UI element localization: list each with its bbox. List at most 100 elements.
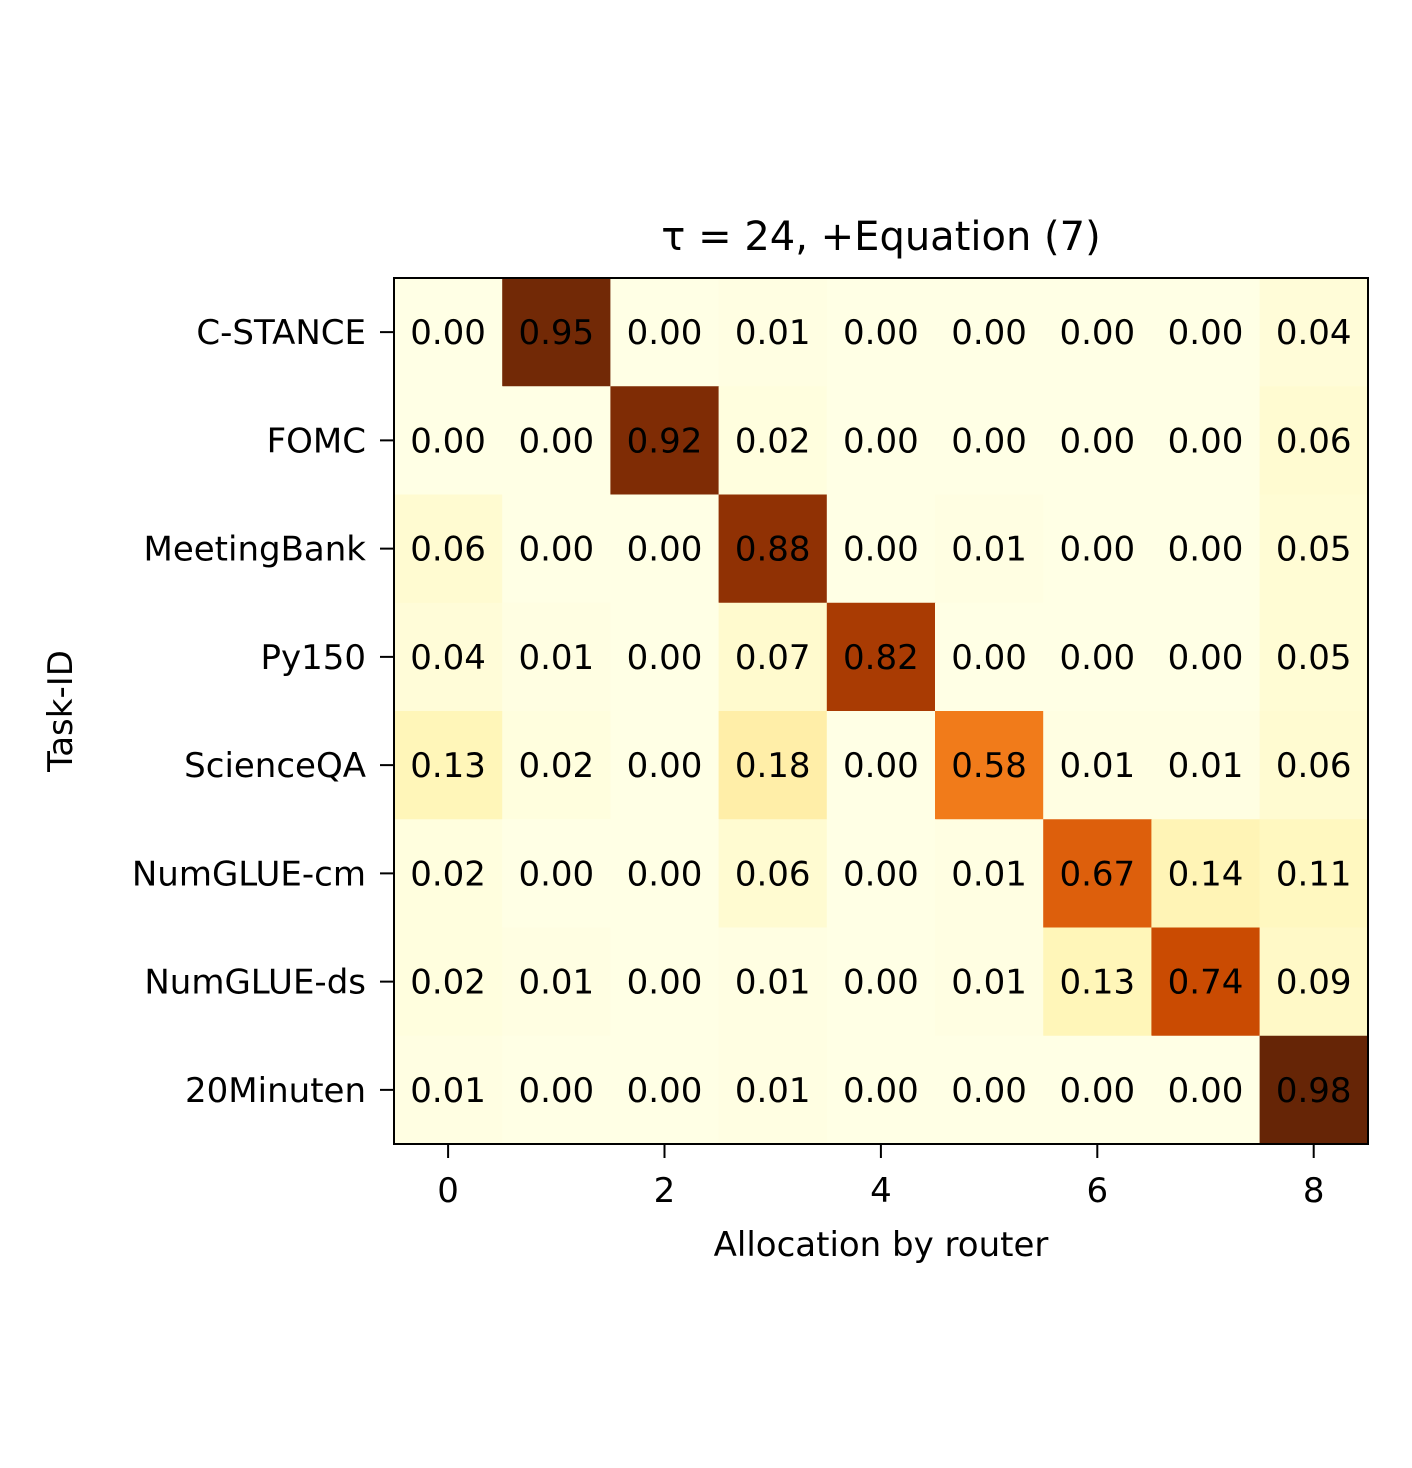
cell-value-label: 0.00: [518, 854, 594, 894]
heatmap-cell: [502, 711, 611, 820]
cell-value-label: 0.92: [627, 421, 703, 461]
cell-value-label: 0.02: [410, 854, 486, 894]
cell-value-label: 0.00: [951, 638, 1027, 678]
cell-value-label: 0.00: [627, 313, 703, 353]
heatmap-cell: [1043, 386, 1152, 496]
heatmap-cell: [826, 927, 936, 1037]
cell-value-label: 0.01: [518, 963, 594, 1003]
cell-value-label: 0.13: [410, 746, 486, 786]
cell-value-label: 0.01: [735, 313, 811, 353]
heatmap-cell: [502, 819, 611, 929]
heatmap-cell: [1259, 602, 1369, 712]
cell-value-label: 0.00: [627, 854, 703, 894]
heatmap-cell: [1259, 927, 1369, 1037]
cell-value-label: 0.14: [1168, 854, 1244, 894]
cell-value-label: 0.00: [1168, 421, 1244, 461]
cell-value-label: 0.00: [843, 313, 919, 353]
x-axis-ticks: 0 2 4 6 8: [437, 1144, 1325, 1211]
cell-value-label: 0.04: [1276, 313, 1352, 353]
cell-value-label: 0.00: [843, 1071, 919, 1111]
cell-value-label: 0.01: [410, 1071, 486, 1111]
heatmap-cell: [610, 927, 720, 1037]
heatmap-cell: [935, 711, 1044, 820]
cell-value-label: 0.00: [1168, 313, 1244, 353]
heatmap-cell: [826, 494, 936, 604]
cell-value-label: 0.00: [627, 1071, 703, 1111]
heatmap-cell: [718, 386, 828, 496]
heatmap-cell: [935, 819, 1044, 929]
y-tick-label: Py150: [260, 638, 366, 678]
heatmap-cell: [1043, 1035, 1152, 1145]
cell-value-label: 0.05: [1276, 530, 1352, 570]
cell-value-label: 0.00: [518, 530, 594, 570]
heatmap-cells: [394, 278, 1369, 1145]
heatmap-cell: [394, 711, 503, 820]
heatmap-cell: [718, 711, 828, 820]
chart-title: τ = 24, +Equation (7): [661, 214, 1100, 260]
y-tick-label: FOMC: [267, 421, 366, 461]
cell-value-label: 0.00: [410, 313, 486, 353]
heatmap-cell: [1259, 711, 1369, 820]
cell-value-label: 0.00: [843, 421, 919, 461]
cell-value-label: 0.00: [1168, 1071, 1244, 1111]
x-axis-label: Allocation by router: [714, 1225, 1049, 1265]
cell-value-label: 0.01: [951, 854, 1027, 894]
heatmap-cell: [1151, 494, 1261, 604]
heatmap-cell: [826, 1035, 936, 1145]
cell-value-label: 0.00: [951, 313, 1027, 353]
cell-value-label: 0.67: [1059, 854, 1135, 894]
y-axis-ticks: C-STANCE FOMC MeetingBank Py150 ScienceQA Num…: [132, 313, 394, 1111]
cell-value-label: 0.82: [843, 638, 919, 678]
cell-value-label: 0.00: [627, 530, 703, 570]
heatmap-cell: [502, 1035, 611, 1145]
heatmap-cell: [1043, 494, 1152, 604]
cell-value-label: 0.01: [1168, 746, 1244, 786]
heatmap-cell: [502, 602, 611, 712]
heatmap-cell: [718, 1035, 828, 1145]
heatmap-cell: [1151, 602, 1261, 712]
heatmap-cell: [502, 494, 611, 604]
heatmap-cell: [1043, 819, 1152, 929]
heatmap-cell: [1151, 819, 1261, 929]
x-tick-label: 2: [654, 1171, 676, 1211]
heatmap-cell: [610, 711, 720, 820]
heatmap-cell: [394, 386, 503, 496]
cell-value-label: 0.06: [410, 530, 486, 570]
cell-value-label: 0.00: [410, 421, 486, 461]
heatmap-cell: [1259, 494, 1369, 604]
heatmap-cell: [610, 1035, 720, 1145]
cell-value-label: 0.74: [1168, 963, 1244, 1003]
heatmap-cell: [394, 602, 503, 712]
cell-value-label: 0.02: [410, 963, 486, 1003]
heatmap-cell: [935, 386, 1044, 496]
cell-value-label: 0.00: [627, 638, 703, 678]
cell-value-label: 0.09: [1276, 963, 1352, 1003]
cell-value-label: 0.04: [410, 638, 486, 678]
cell-value-label: 0.00: [518, 1071, 594, 1111]
heatmap-cell: [1151, 1035, 1261, 1145]
cell-value-label: 0.02: [735, 421, 811, 461]
heatmap-cell: [394, 819, 503, 929]
heatmap-cell: [1151, 711, 1261, 820]
heatmap-cell: [610, 602, 720, 712]
cell-value-label: 0.00: [843, 746, 919, 786]
heatmap-cell: [935, 602, 1044, 712]
heatmap-cell: [935, 494, 1044, 604]
cell-value-label: 0.01: [735, 1071, 811, 1111]
cell-value-label: 0.06: [735, 854, 811, 894]
cell-value-label: 0.95: [518, 313, 594, 353]
y-tick-label: NumGLUE-cm: [132, 854, 366, 894]
heatmap-cell: [826, 711, 936, 820]
cell-value-label: 0.00: [1059, 530, 1135, 570]
heatmap-cell: [1151, 927, 1261, 1037]
heatmap-cell: [826, 278, 936, 387]
heatmap-cell: [610, 494, 720, 604]
cell-value-label: 0.00: [627, 963, 703, 1003]
cell-value-label: 0.01: [951, 530, 1027, 570]
x-tick-label: 8: [1303, 1171, 1325, 1211]
heatmap-cell: [826, 602, 936, 712]
y-tick-label: C-STANCE: [196, 313, 366, 353]
y-axis-label: Task-ID: [41, 650, 81, 773]
heatmap-cell-labels: 0.00 0.95 0.00 0.01 0.00 0.00 0.00 0.00 0.04 0.00…: [410, 313, 1351, 1111]
